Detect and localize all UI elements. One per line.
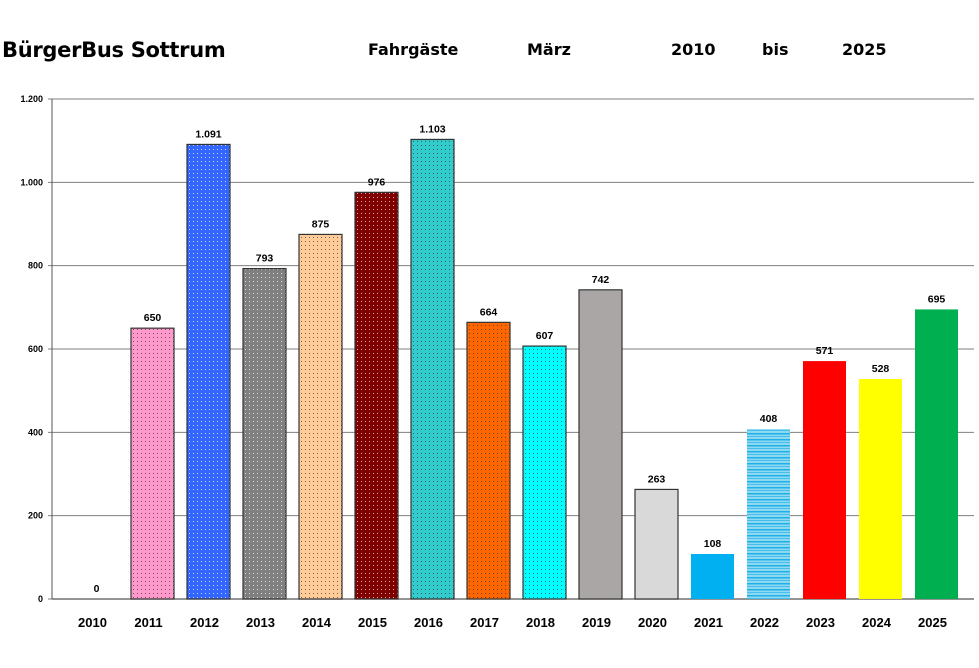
data-label-2025: 695 [928, 293, 946, 305]
data-label-2011: 650 [144, 312, 162, 324]
x-tick-label: 2015 [358, 615, 387, 630]
data-label-2014: 875 [312, 218, 330, 230]
data-label-2023: 571 [816, 345, 834, 357]
to-year-label: 2025 [842, 40, 887, 59]
x-tick-label: 2019 [582, 615, 611, 630]
x-tick-label: 2018 [526, 615, 555, 630]
data-label-2020: 263 [648, 473, 666, 485]
bar-2021 [691, 554, 734, 599]
bar-2015 [354, 191, 399, 600]
data-label-2012: 1.091 [195, 128, 221, 140]
y-tick-label: 800 [28, 261, 43, 271]
bar-2014 [298, 233, 343, 600]
y-tick-label: 1.200 [20, 94, 43, 104]
data-label-2015: 976 [368, 176, 386, 188]
chart-title: BürgerBus Sottrum [2, 38, 226, 62]
data-label-2016: 1.103 [419, 123, 445, 135]
bar-2012 [186, 143, 231, 600]
x-tick-label: 2011 [134, 615, 162, 630]
data-label-2018: 607 [536, 330, 554, 342]
bar-2022 [747, 429, 790, 599]
x-tick-label: 2017 [470, 615, 499, 630]
bar-2025 [915, 309, 958, 599]
y-tick-label: 1.000 [20, 177, 43, 187]
x-tick-label: 2016 [414, 615, 443, 630]
bis-label: bis [762, 40, 789, 59]
x-tick-label: 2014 [302, 615, 332, 630]
y-tick-label: 600 [28, 344, 43, 354]
month-label: März [527, 40, 571, 59]
data-label-2024: 528 [872, 363, 890, 375]
bar-2016 [410, 138, 455, 600]
metric-label: Fahrgäste [368, 40, 459, 59]
x-tick-label: 2021 [694, 615, 723, 630]
data-label-2019: 742 [592, 274, 610, 286]
bar-2013 [242, 267, 287, 600]
data-label-2013: 793 [256, 253, 274, 265]
y-tick-label: 200 [28, 511, 43, 521]
bar-2020 [634, 488, 679, 600]
bar-2017 [466, 321, 511, 600]
x-tick-label: 2025 [918, 615, 947, 630]
data-label-2022: 408 [760, 413, 778, 425]
y-tick-label: 0 [38, 594, 43, 604]
x-tick-label: 2023 [806, 615, 835, 630]
data-label-2021: 108 [704, 538, 722, 550]
bar-2011 [130, 327, 175, 600]
x-tick-label: 2013 [246, 615, 275, 630]
data-label-2017: 664 [480, 306, 498, 318]
from-year-label: 2010 [671, 40, 716, 59]
y-tick-label: 400 [28, 427, 43, 437]
x-tick-label: 2020 [638, 615, 667, 630]
bar-2018 [522, 345, 567, 600]
x-tick-label: 2010 [78, 615, 107, 630]
x-tick-label: 2024 [862, 615, 892, 630]
bar-2023 [803, 361, 846, 599]
x-tick-label: 2012 [190, 615, 219, 630]
x-tick-label: 2022 [750, 615, 779, 630]
data-label-2010: 0 [94, 583, 100, 595]
bar-2019 [578, 289, 623, 600]
bar-2024 [859, 379, 902, 599]
